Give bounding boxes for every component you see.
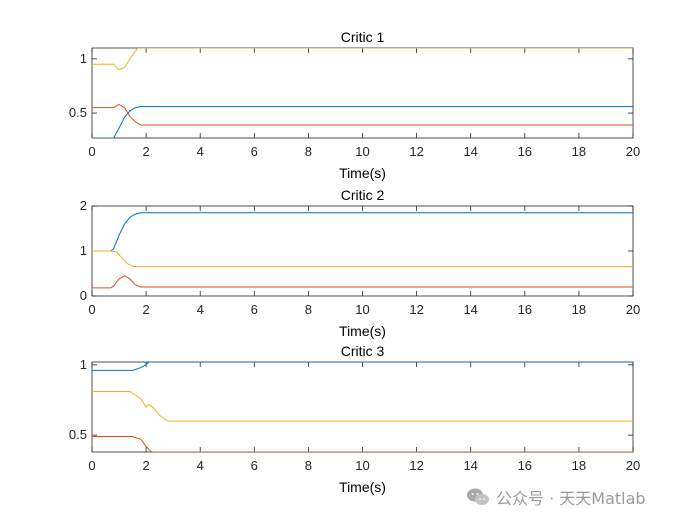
series-line-3 — [92, 48, 633, 71]
y-tick-label: 1 — [80, 51, 87, 66]
series-line-2 — [92, 436, 633, 452]
series-group — [92, 212, 633, 289]
chart-title: Critic 1 — [341, 29, 385, 45]
series-line-3 — [92, 250, 633, 268]
x-tick-label: 10 — [355, 458, 369, 473]
x-tick-label: 8 — [305, 458, 312, 473]
x-tick-label: 12 — [409, 458, 423, 473]
x-tick-label: 14 — [463, 144, 477, 159]
x-tick-label: 6 — [251, 458, 258, 473]
y-tick-label: 0.5 — [69, 427, 87, 442]
y-tick-label: 0 — [80, 288, 87, 303]
x-tick-label: 2 — [142, 144, 149, 159]
x-tick-label: 8 — [305, 302, 312, 317]
x-tick-label: 10 — [355, 302, 369, 317]
x-axis-label: Time(s) — [339, 479, 386, 495]
x-tick-label: 18 — [572, 302, 586, 317]
y-tick-label: 0.5 — [69, 105, 87, 120]
subplot-critic-3: Critic 3 Time(s) 0 2 4 6 8 10 12 14 16 18 20 0.5 1 — [69, 343, 640, 495]
x-tick-label: 0 — [88, 144, 95, 159]
series-group — [92, 48, 633, 138]
x-tick-label: 12 — [409, 302, 423, 317]
plot-area — [91, 205, 634, 297]
x-tick-label: 14 — [463, 302, 477, 317]
x-tick-label: 12 — [409, 144, 423, 159]
x-tick-label: 0 — [88, 458, 95, 473]
chart-title: Critic 3 — [341, 343, 385, 359]
series-group — [92, 362, 633, 452]
x-tick-label: 20 — [626, 302, 640, 317]
x-tick-label: 4 — [197, 458, 204, 473]
x-tick-label: 2 — [142, 458, 149, 473]
wechat-icon — [467, 488, 489, 505]
series-line-1 — [92, 106, 633, 138]
x-axis-label: Time(s) — [339, 165, 386, 181]
x-tick-label: 2 — [142, 302, 149, 317]
x-tick-label: 8 — [305, 144, 312, 159]
plot-area — [91, 47, 634, 139]
x-axis-label: Time(s) — [339, 323, 386, 339]
x-tick-label: 18 — [572, 458, 586, 473]
x-tick-label: 14 — [463, 458, 477, 473]
x-tick-label: 16 — [518, 302, 532, 317]
series-line-2 — [92, 103, 633, 126]
x-tick-label: 6 — [251, 302, 258, 317]
plot-area — [91, 361, 634, 453]
series-line-2 — [92, 275, 633, 289]
x-tick-label: 20 — [626, 458, 640, 473]
x-tick-label: 18 — [572, 144, 586, 159]
x-tick-label: 0 — [88, 302, 95, 317]
x-tick-label: 16 — [518, 458, 532, 473]
chart-title: Critic 2 — [341, 187, 385, 203]
series-line-3 — [92, 391, 633, 422]
x-tick-label: 20 — [626, 144, 640, 159]
watermark: 公众号 · 天天Matlab — [466, 484, 646, 510]
x-tick-label: 4 — [197, 302, 204, 317]
y-tick-label: 2 — [80, 198, 87, 213]
y-tick-label: 1 — [80, 357, 87, 372]
x-tick-label: 10 — [355, 144, 369, 159]
series-line-1 — [92, 212, 633, 252]
y-tick-label: 1 — [80, 243, 87, 258]
x-tick-label: 16 — [518, 144, 532, 159]
series-line-1 — [92, 362, 633, 371]
x-tick-label: 6 — [251, 144, 258, 159]
subplot-critic-1: Critic 1 Time(s) 0 2 4 6 8 10 12 14 16 18 20 0.5 1 — [69, 29, 640, 181]
watermark-text: 公众号 · 天天Matlab — [496, 489, 646, 508]
x-tick-label: 4 — [197, 144, 204, 159]
